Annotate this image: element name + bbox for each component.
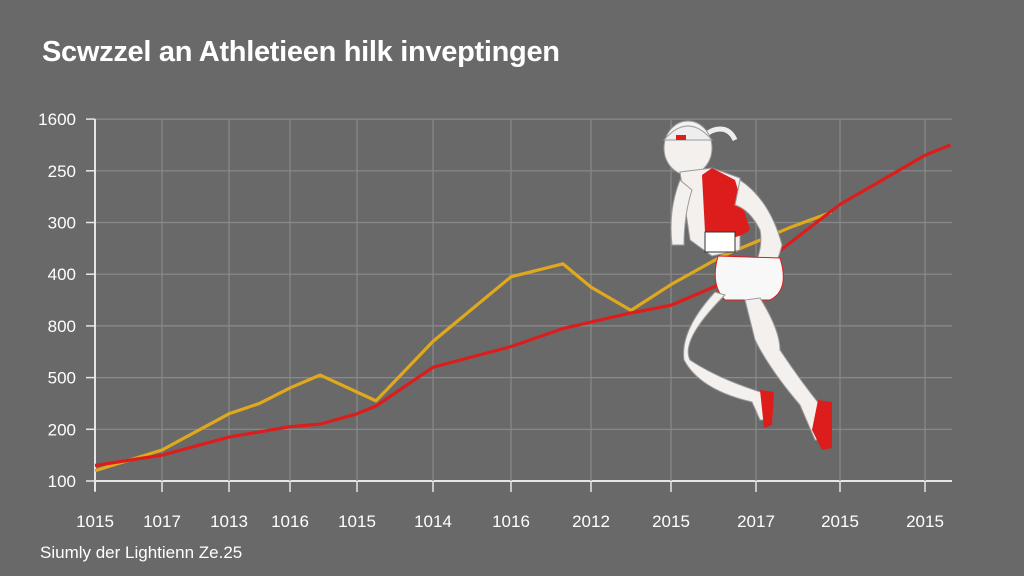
headband-logo [676,135,686,140]
x-tick-label: 1014 [414,512,452,531]
y-tick-label: 100 [48,472,76,491]
x-tick-label: 2015 [821,512,859,531]
chart-title: Scwzzel an Athletieen hilk inveptingen [42,36,560,68]
y-tick-label: 300 [48,214,76,233]
runner-leg-front [744,297,829,441]
runner-shoe-front [812,400,832,450]
y-tick-label: 500 [48,369,76,388]
race-bib [704,231,736,253]
y-tick-label: 400 [48,265,76,284]
y-tick-label: 1600 [38,110,76,129]
x-tick-label: 1016 [492,512,530,531]
runner-shoe-back [760,390,774,428]
x-tick-label: 2012 [572,512,610,531]
series-line-red [94,143,952,468]
runner-shorts [714,255,784,301]
x-tick-label: 2015 [906,512,944,531]
series-line-yellow [94,210,833,473]
y-tick-label: 250 [48,162,76,181]
chart-footer: Siumly der Lightienn Ze.25 [40,543,243,562]
x-tick-label: 1015 [76,512,114,531]
runner-arm-left [670,179,693,246]
x-tick-label: 1017 [143,512,181,531]
x-tick-label: 2017 [737,512,775,531]
x-tick-label: 1016 [271,512,309,531]
x-tick-label: 1013 [210,512,248,531]
runner-illustration [662,120,832,450]
x-tick-label: 1015 [338,512,376,531]
y-tick-label: 200 [48,420,76,439]
x-tick-label: 2015 [652,512,690,531]
runner-tanktop [702,168,750,239]
y-tick-label: 800 [48,317,76,336]
